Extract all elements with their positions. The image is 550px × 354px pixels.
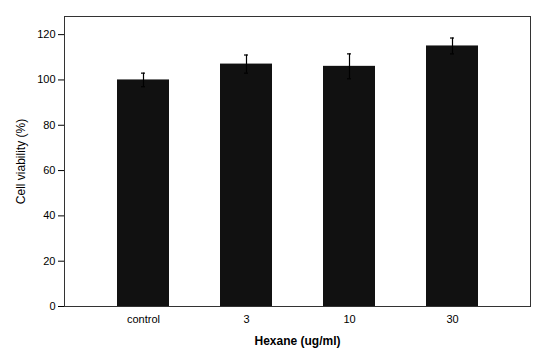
svg-text:30: 30 bbox=[446, 313, 458, 325]
svg-text:60: 60 bbox=[43, 164, 55, 176]
svg-text:100: 100 bbox=[37, 73, 55, 85]
svg-text:80: 80 bbox=[43, 119, 55, 131]
svg-text:20: 20 bbox=[43, 255, 55, 267]
svg-text:Cell viability (%): Cell viability (%) bbox=[14, 119, 28, 204]
svg-text:0: 0 bbox=[49, 300, 55, 312]
svg-text:40: 40 bbox=[43, 209, 55, 221]
svg-text:control: control bbox=[127, 313, 160, 325]
svg-text:10: 10 bbox=[343, 313, 355, 325]
svg-text:120: 120 bbox=[37, 28, 55, 40]
svg-text:Hexane (ug/ml): Hexane (ug/ml) bbox=[254, 334, 340, 348]
svg-text:3: 3 bbox=[243, 313, 249, 325]
